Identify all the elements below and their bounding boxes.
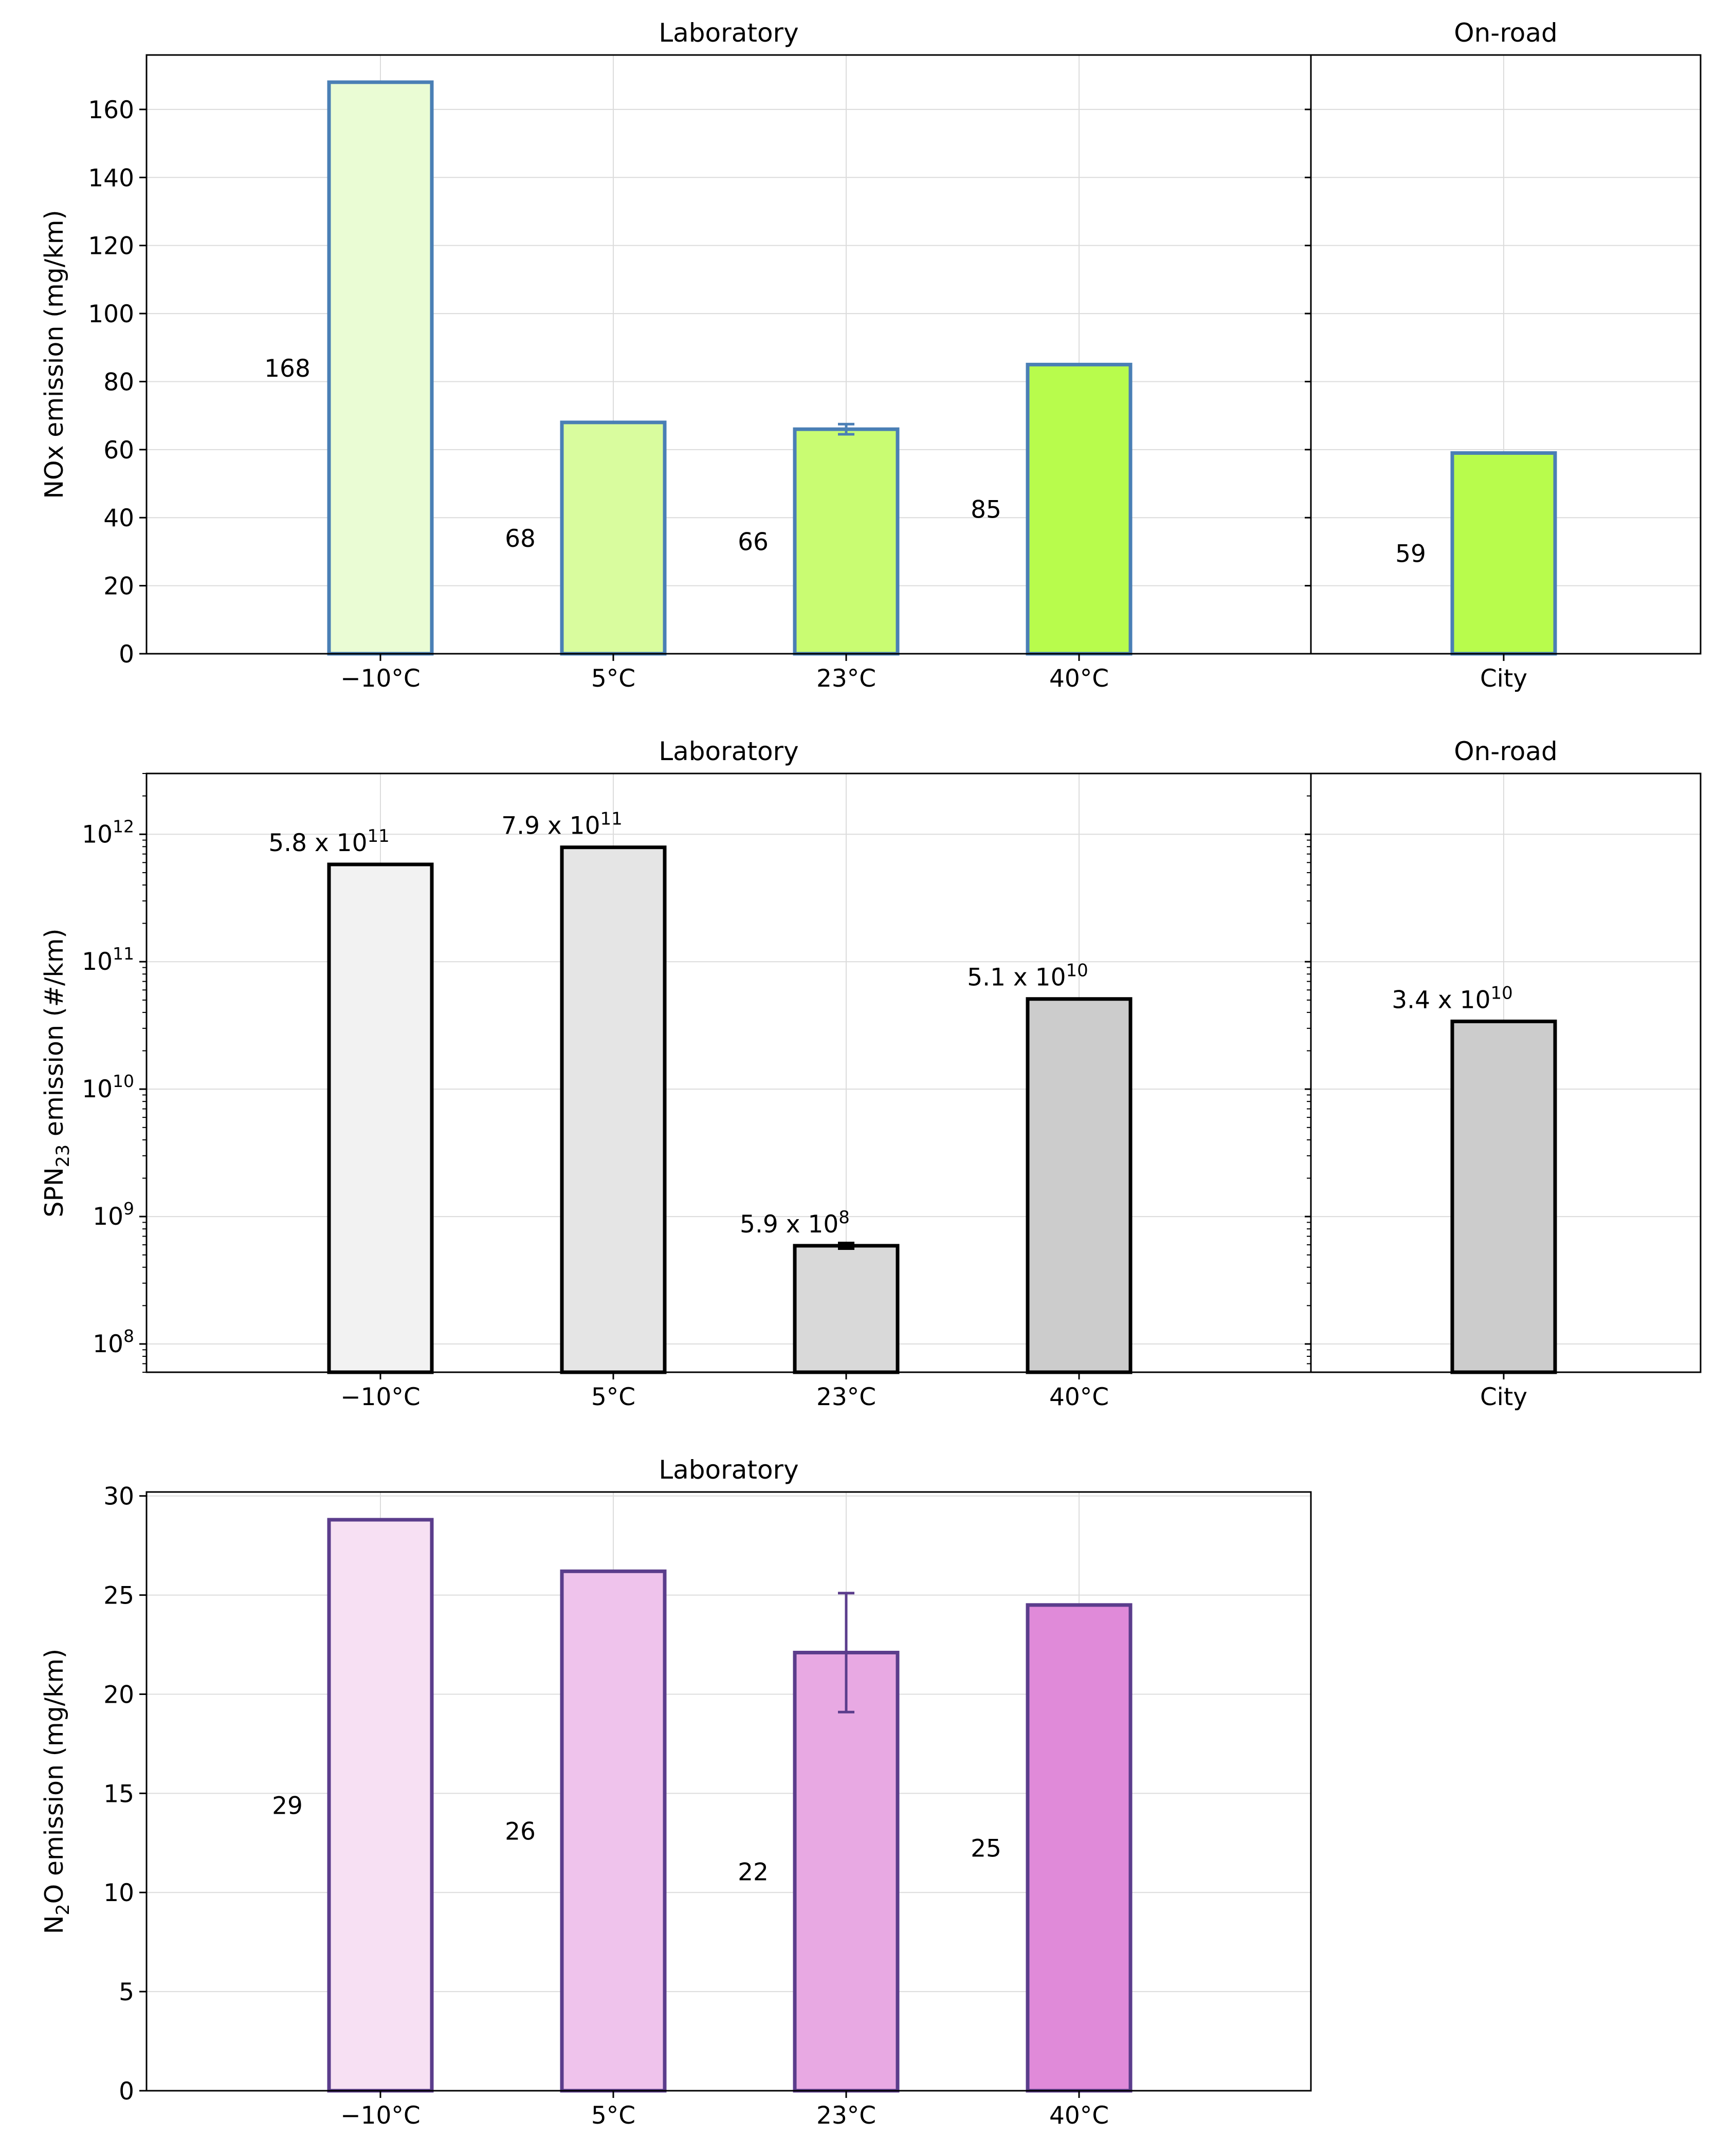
panel-title: Laboratory [659, 736, 798, 766]
data-label: 5.9 x 108 [740, 1207, 850, 1239]
data-label: 68 [505, 525, 536, 553]
y-axis-label-subscript: 2 [53, 1904, 74, 1915]
x-tick-label: City [1480, 1383, 1527, 1411]
y-tick-label: 5 [119, 1978, 134, 2006]
data-label: 66 [738, 528, 769, 557]
bar [793, 427, 900, 656]
x-tick-label: 5°C [591, 1383, 635, 1411]
bar [327, 80, 434, 656]
y-tick-label: 109 [93, 1199, 134, 1231]
y-tick-label: 30 [103, 1483, 134, 1511]
y-tick-label: 20 [103, 1681, 134, 1709]
x-tick-label: 40°C [1049, 1383, 1109, 1411]
panel-title: On-road [1454, 736, 1558, 766]
y-tick-exponent: 9 [123, 1199, 134, 1219]
y-axis-label-main: SPN [40, 1167, 69, 1217]
data-label-exponent: 10 [1066, 961, 1088, 981]
y-tick-label: 1012 [82, 816, 134, 849]
y-tick-label: 40 [103, 504, 134, 532]
y-tick-label: 120 [88, 232, 134, 261]
x-tick-label: 23°C [816, 665, 876, 693]
plot-frame-laboratory [145, 772, 1312, 1373]
data-label-exponent: 11 [367, 826, 389, 846]
y-axis-label-rest: O emission (mg/km) [40, 1649, 69, 1904]
data-label-exponent: 8 [838, 1207, 850, 1228]
nox-chart: 0 20 40 60 80 100 120 140 160 NOx emission (mg/km… [40, 18, 1702, 693]
x-tick-label: 5°C [591, 2102, 635, 2130]
plot-frame-laboratory [145, 54, 1312, 655]
y-axis-label: NOx emission (mg/km) [40, 210, 69, 499]
bar [1450, 451, 1557, 656]
bar [1026, 1603, 1133, 2093]
y-tick-label: 15 [103, 1780, 134, 1808]
bar [560, 845, 667, 1374]
y-tick-exponent: 11 [113, 944, 134, 964]
x-tick-label: 40°C [1049, 2102, 1109, 2130]
data-label: 5.8 x 1011 [268, 826, 390, 857]
bar [793, 1650, 900, 2093]
data-label-exponent: 10 [1490, 983, 1512, 1003]
y-axis-label-main: N [40, 1915, 69, 1934]
plot-frame-on-road [1310, 772, 1702, 1373]
y-axis-label-rest: emission (#/km) [40, 928, 69, 1144]
panel-title: On-road [1454, 18, 1558, 48]
y-tick-label: 1011 [82, 944, 134, 976]
n2o-chart: 0 5 10 15 20 25 30 N2O emission (mg/km) Laborato… [40, 1455, 1312, 2130]
data-label: 22 [738, 1858, 769, 1887]
y-axis-label: SPN23 emission (#/km) [40, 928, 74, 1217]
data-label: 29 [272, 1792, 303, 1820]
y-tick-label: 140 [88, 164, 134, 192]
bar [793, 1244, 900, 1374]
x-tick-label: 40°C [1049, 665, 1109, 693]
y-tick-exponent: 8 [123, 1326, 134, 1346]
bar [1026, 997, 1133, 1374]
data-label: 85 [971, 496, 1001, 524]
bar [327, 1518, 434, 2093]
data-label: 25 [971, 1834, 1001, 1863]
data-label: 59 [1395, 540, 1426, 568]
y-tick-label: 20 [103, 573, 134, 601]
x-tick-label: 23°C [816, 1383, 876, 1411]
y-axis-label: N2O emission (mg/km) [40, 1649, 74, 1934]
y-axis-label-subscript: 23 [53, 1145, 74, 1168]
data-label: 5.1 x 1010 [967, 961, 1088, 992]
y-tick-label: 1010 [82, 1071, 134, 1103]
bar [1026, 362, 1133, 656]
bar [327, 862, 434, 1374]
plot-frame-on-road [1310, 54, 1702, 655]
x-tick-label: −10°C [340, 1383, 421, 1411]
panel-title: Laboratory [659, 18, 798, 48]
bar [560, 420, 667, 656]
y-tick-label: 108 [93, 1326, 134, 1358]
y-tick-label: 60 [103, 436, 134, 465]
x-tick-label: −10°C [340, 665, 421, 693]
x-tick-label: −10°C [340, 2102, 421, 2130]
panel-title: Laboratory [659, 1455, 798, 1485]
bar [1450, 1019, 1557, 1374]
y-tick-label: 100 [88, 300, 134, 328]
y-tick-label: 25 [103, 1582, 134, 1610]
plot-frame-laboratory [145, 1491, 1312, 2092]
x-tick-label: City [1480, 665, 1527, 693]
x-tick-label: 23°C [816, 2102, 876, 2130]
y-tick-exponent: 10 [113, 1071, 134, 1091]
y-tick-label: 0 [119, 2077, 134, 2106]
bar [560, 1569, 667, 2093]
x-tick-label: 5°C [591, 665, 635, 693]
y-tick-label: 10 [103, 1879, 134, 1907]
y-tick-label: 80 [103, 368, 134, 396]
data-label: 168 [264, 355, 311, 383]
y-tick-label: 160 [88, 96, 134, 124]
data-label: 3.4 x 1010 [1392, 983, 1513, 1014]
data-label-exponent: 11 [600, 809, 622, 830]
y-tick-exponent: 12 [113, 816, 134, 836]
y-tick-label: 0 [119, 640, 134, 669]
data-label: 7.9 x 1011 [501, 809, 623, 840]
data-label: 26 [505, 1818, 536, 1846]
